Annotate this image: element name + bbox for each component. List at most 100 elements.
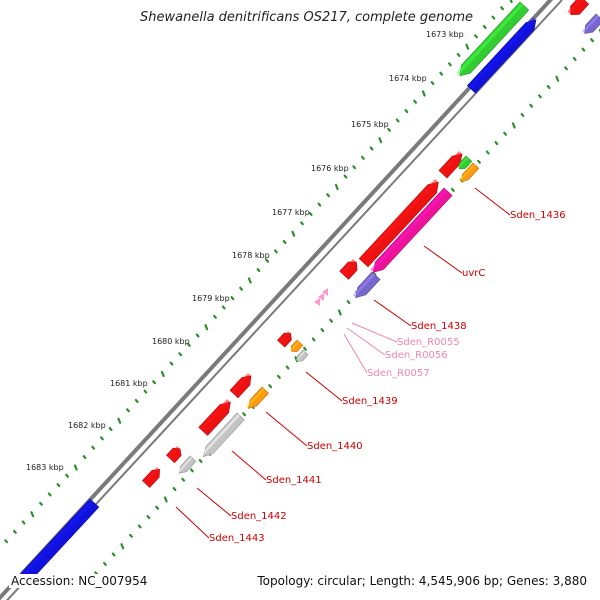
kbp-label: 1677 kbp bbox=[272, 208, 310, 217]
tick-mark bbox=[590, 38, 595, 43]
tick-mark bbox=[172, 487, 177, 492]
gene-sden-1442 bbox=[177, 455, 197, 474]
kbp-label: 1680 kbp bbox=[152, 337, 190, 346]
tick-mark bbox=[581, 47, 586, 52]
tick-mark bbox=[491, 15, 496, 20]
tick-mark bbox=[91, 445, 96, 450]
gene-blue-bottom bbox=[16, 498, 100, 585]
tick-mark bbox=[143, 389, 148, 394]
tick-mark bbox=[230, 296, 235, 301]
callout-line bbox=[196, 487, 232, 517]
tick-mark bbox=[56, 483, 61, 488]
tick-mark bbox=[482, 24, 487, 29]
tick-mark bbox=[537, 94, 542, 99]
gene-label-sden_r0057: Sden_R0057 bbox=[367, 368, 430, 379]
tick-mark bbox=[477, 159, 481, 164]
tick-mark bbox=[448, 62, 452, 67]
tick-mark bbox=[291, 230, 296, 237]
gene-label-sden_1436: Sden_1436 bbox=[510, 210, 566, 221]
tick-mark bbox=[308, 211, 313, 216]
gene-purple-topright bbox=[582, 13, 600, 34]
tick-mark bbox=[221, 305, 226, 310]
kbp-label: 1678 kbp bbox=[232, 251, 270, 260]
tick-mark bbox=[303, 346, 307, 351]
callout-line bbox=[346, 327, 386, 356]
genome-summary: Topology: circular; Length: 4,545,906 bp… bbox=[255, 574, 589, 588]
tick-mark bbox=[329, 318, 333, 323]
gene-label-sden_1442: Sden_1442 bbox=[231, 511, 287, 522]
tick-mark bbox=[509, 0, 513, 4]
gene-sden-1441 bbox=[200, 412, 245, 458]
tick-mark bbox=[274, 249, 278, 254]
tick-mark bbox=[511, 122, 516, 129]
kbp-label: 1679 kbp bbox=[192, 294, 230, 303]
tick-mark bbox=[146, 515, 151, 520]
gene-sden-1436-green bbox=[457, 155, 473, 170]
callout-line bbox=[423, 245, 463, 274]
tick-mark bbox=[13, 529, 17, 534]
gene-sden-1439-gray bbox=[295, 349, 309, 362]
tick-mark bbox=[102, 561, 107, 566]
tick-mark bbox=[311, 337, 316, 342]
tick-mark bbox=[242, 412, 246, 417]
gene-uvrc bbox=[370, 187, 453, 273]
gene-red-5 bbox=[229, 373, 252, 399]
callout-line bbox=[231, 450, 267, 481]
tick-mark bbox=[413, 99, 417, 104]
tick-mark bbox=[572, 56, 577, 61]
tick-mark bbox=[73, 464, 78, 471]
tick-mark bbox=[465, 43, 470, 50]
rrna-chevron bbox=[322, 288, 328, 296]
tick-mark bbox=[485, 150, 490, 155]
tick-mark bbox=[317, 202, 322, 207]
gene-red-3 bbox=[339, 259, 358, 280]
tick-mark bbox=[247, 277, 252, 284]
gene-sden-1438 bbox=[352, 271, 381, 299]
tick-mark bbox=[546, 84, 551, 90]
gene-sden-1436 bbox=[459, 162, 480, 183]
tick-mark bbox=[346, 300, 351, 305]
tick-mark bbox=[47, 492, 52, 497]
tick-mark bbox=[82, 455, 87, 460]
tick-mark bbox=[395, 118, 400, 123]
callout-line bbox=[305, 371, 343, 402]
tick-mark bbox=[117, 417, 122, 424]
gene-label-sden_1443: Sden_1443 bbox=[209, 533, 265, 544]
kbp-label: 1676 kbp bbox=[311, 164, 349, 173]
gene-track bbox=[16, 0, 600, 585]
kbp-label: 1673 kbp bbox=[426, 30, 464, 39]
tick-mark bbox=[503, 131, 507, 136]
tick-mark bbox=[439, 71, 444, 76]
tick-mark bbox=[163, 496, 168, 503]
gene-label-sden_r0056: Sden_R0056 bbox=[385, 350, 448, 361]
kbp-label: 1683 kbp bbox=[26, 463, 64, 472]
tick-mark bbox=[456, 52, 461, 58]
tick-mark bbox=[111, 552, 116, 557]
tick-mark bbox=[529, 103, 534, 108]
tick-mark bbox=[555, 75, 560, 82]
tick-mark bbox=[564, 66, 568, 71]
tick-mark bbox=[108, 427, 113, 431]
gene-label-sden_1441: Sden_1441 bbox=[266, 475, 322, 486]
tick-mark bbox=[352, 165, 357, 170]
tick-mark bbox=[474, 34, 478, 39]
tick-mark bbox=[494, 141, 499, 146]
gene-blue-top bbox=[466, 17, 537, 94]
tick-mark bbox=[198, 459, 203, 463]
rrna-chevron bbox=[318, 293, 324, 301]
gene-label-sden_1438: Sden_1438 bbox=[411, 321, 467, 332]
tick-mark bbox=[178, 352, 183, 357]
inner-tick-track bbox=[85, 28, 600, 585]
tick-mark bbox=[326, 193, 330, 198]
kbp-label: 1674 kbp bbox=[389, 74, 427, 83]
kbp-labels: 1673 kbp 1674 kbp 1675 kbp 1676 kbp 1677 kbp… bbox=[26, 30, 464, 472]
tick-mark bbox=[334, 183, 339, 191]
map-title: Shewanella denitrificans OS217, complete… bbox=[140, 10, 473, 25]
callout-line bbox=[373, 299, 412, 327]
tick-mark bbox=[126, 408, 130, 413]
tick-mark bbox=[21, 520, 26, 525]
gene-label-sden_r0055: Sden_R0055 bbox=[397, 337, 460, 348]
accession-label: Accession: NC_007954 bbox=[9, 574, 150, 588]
tick-mark bbox=[134, 398, 139, 403]
